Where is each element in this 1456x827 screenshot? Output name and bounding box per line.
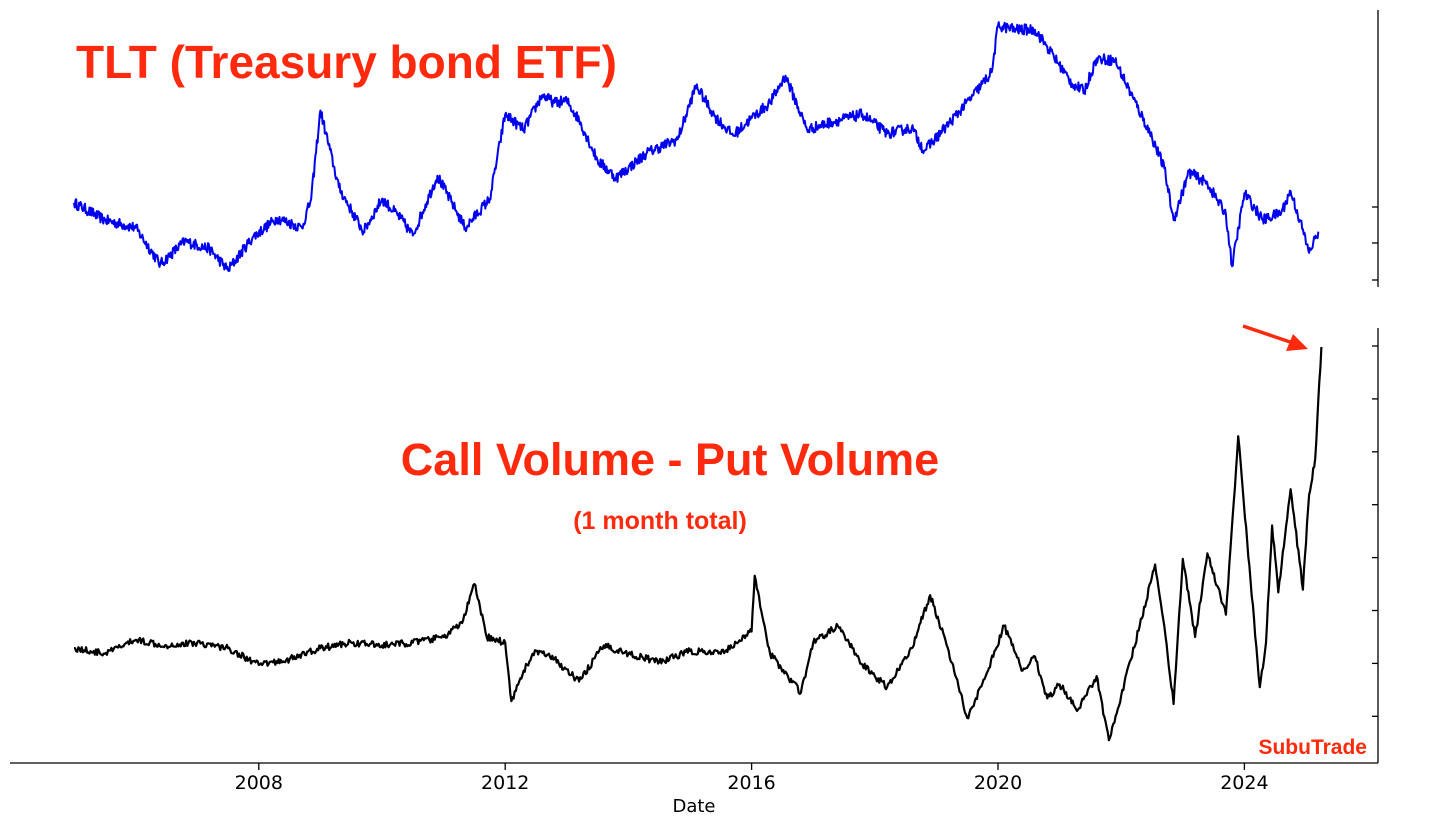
- red-arrow: [1242, 324, 1308, 351]
- x-tick-label: 2020: [974, 772, 1022, 794]
- tlt-price-line: [73, 21, 1320, 273]
- x-tick-label: 2016: [727, 772, 775, 794]
- call-minus-put-line: [74, 346, 1323, 742]
- x-axis-ticks: 2008 2012 2016 2020 2024: [235, 763, 1269, 794]
- x-tick-label: 2024: [1220, 772, 1268, 794]
- top-panel: TLT (Treasury bond ETF): [73, 10, 1379, 287]
- subutrade-watermark: SubuTrade: [1258, 736, 1367, 759]
- x-axis-label: Date: [672, 796, 715, 817]
- x-tick-label: 2012: [481, 772, 529, 794]
- call-put-title: Call Volume - Put Volume: [401, 434, 939, 485]
- bottom-panel: 2008 2012 2016 2020 2024 Date Call Volume - …: [10, 324, 1379, 817]
- x-tick-label: 2008: [235, 772, 283, 794]
- bottom-right-ticks: [1372, 345, 1378, 717]
- tlt-title: TLT (Treasury bond ETF): [76, 36, 617, 88]
- call-put-subtitle: (1 month total): [573, 507, 747, 535]
